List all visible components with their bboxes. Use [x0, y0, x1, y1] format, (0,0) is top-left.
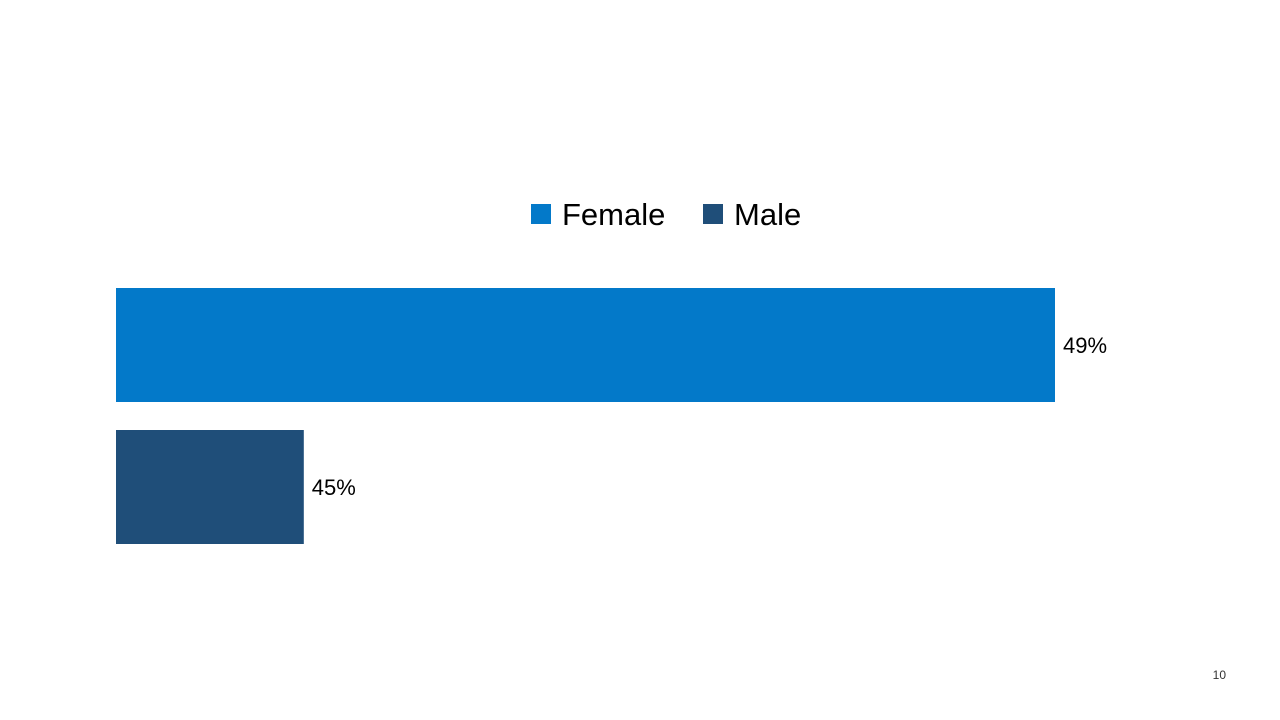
bar-male	[116, 430, 304, 544]
legend-swatch-female	[531, 204, 551, 224]
legend-swatch-male	[703, 204, 723, 224]
data-label-male: 45%	[312, 475, 356, 500]
legend-label-female: Female	[562, 197, 665, 232]
bar-female	[116, 288, 1055, 402]
data-label-female: 49%	[1063, 333, 1107, 358]
page-number: 10	[1212, 668, 1226, 682]
legend-label-male: Male	[734, 197, 801, 232]
